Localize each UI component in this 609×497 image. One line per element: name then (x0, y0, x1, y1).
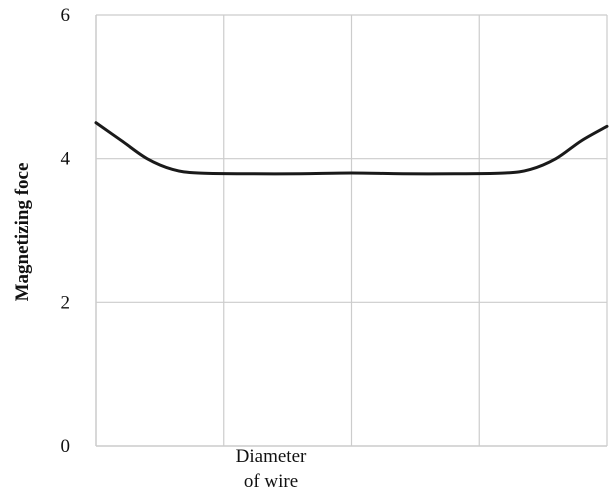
y-tick-label: 2 (61, 292, 71, 313)
y-axis-title: Magnetizing foce (12, 163, 33, 302)
y-tick-label: 4 (61, 149, 71, 170)
y-tick-label: 6 (61, 5, 71, 26)
vertical-gridlines (95, 15, 608, 446)
y-tick-label: 0 (61, 436, 71, 457)
x-axis-title-line-1: Diameter (236, 446, 307, 467)
y-tick-labels: 0 2 4 6 (61, 5, 71, 457)
series-line (94, 121, 609, 176)
x-axis-title-line-2: of wire (244, 471, 298, 492)
horizontal-gridlines (96, 14, 607, 447)
